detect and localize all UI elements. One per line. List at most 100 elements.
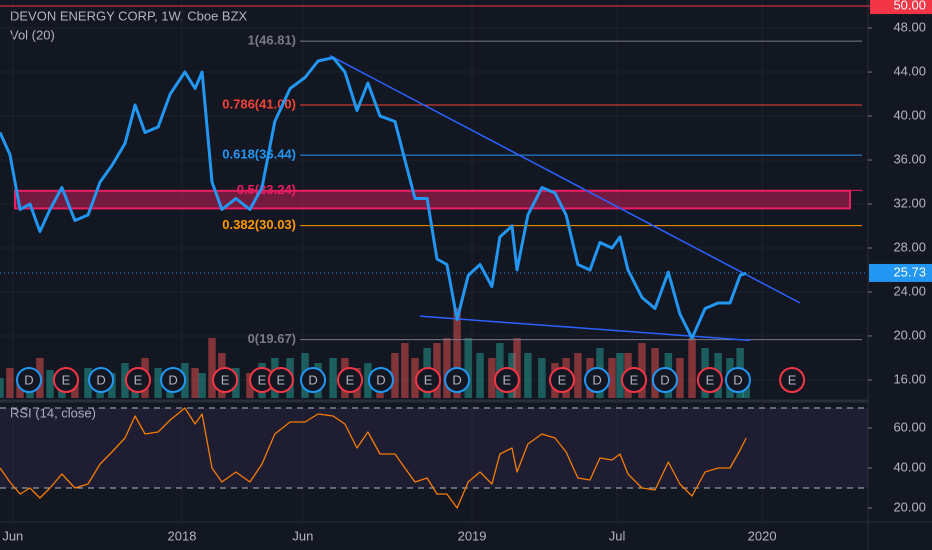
volume-bar [391,353,399,398]
level-badge [870,0,932,15]
event-label: D [660,372,669,387]
event-label: D [452,372,461,387]
volume-bar [154,368,162,398]
event-label: D [592,372,601,387]
event-label: E [558,372,567,387]
zone [14,189,851,210]
event-marker [267,367,294,393]
volume-bar [538,358,546,398]
level-label: 50.00 [893,0,926,12]
y-tick-label: 32.00 [893,195,926,210]
volume-bar [191,368,199,398]
volume-bar [401,343,409,398]
volume-bar [198,373,206,398]
volume-bar [411,358,419,398]
event-marker [724,367,751,393]
event-label: E [706,372,715,387]
volume-bar [524,353,532,398]
event-marker [367,367,394,393]
x-tick-label: Jul [609,528,626,543]
fib-label: 0.5(33.24) [237,182,296,197]
volume-bar [6,368,14,398]
volume-bar [208,338,216,398]
event-marker [125,367,152,393]
event-label: D [96,372,105,387]
volume-bar [476,353,484,398]
y-tick-label: 28.00 [893,239,926,254]
event-marker [16,367,43,393]
event-label: E [134,372,143,387]
volume-bar [608,358,616,398]
volume-bar [453,308,461,398]
fib-label: 0.786(41.00) [222,96,296,111]
y-tick-label: 48.00 [893,19,926,34]
volume-bar [616,353,624,398]
event-marker [779,367,806,393]
event-label: D [308,372,317,387]
event-label: E [62,372,71,387]
y-tick-label: 44.00 [893,63,926,78]
event-marker [584,367,611,393]
volume-bar [121,363,129,398]
volume-bar [433,343,441,398]
trendline [419,315,751,342]
event-label: E [277,372,286,387]
event-label: E [346,372,355,387]
volume-bar [329,358,337,398]
volume-bar [488,358,496,398]
event-label: D [168,372,177,387]
event-marker [548,367,575,393]
x-tick-label: 2018 [168,528,197,543]
event-marker [621,367,648,393]
event-label: E [221,372,230,387]
rsi-title: RSI (14, close) [10,405,96,420]
x-tick-label: Jun [292,528,313,543]
y-tick-label: 40.00 [893,107,926,122]
event-label: E [788,372,797,387]
volume-bar [688,338,696,398]
event-marker [160,367,187,393]
event-marker [52,367,79,393]
price-line [0,407,747,509]
volume-bar [46,370,54,398]
volume-bar [464,338,472,398]
last-price-label: 25.73 [893,264,926,279]
volume-bar [574,353,582,398]
event-label: E [630,372,639,387]
event-marker [300,367,327,393]
y-tick-label: 36.00 [893,151,926,166]
event-label: D [376,372,385,387]
volume-bar [0,378,4,398]
event-marker [493,367,520,393]
y-tick-label: 24.00 [893,283,926,298]
trendline [329,54,801,304]
event-marker [212,367,239,393]
last-price-badge [869,263,932,282]
y-tick-label: 60.00 [893,419,926,434]
volume-bar [364,363,372,398]
volume-bar [513,338,521,398]
event-marker [337,367,364,393]
event-marker [696,367,723,393]
x-tick-label: Jun [2,528,23,543]
y-tick-label: 40.00 [893,459,926,474]
volume-bar [246,373,254,398]
event-label: E [258,372,267,387]
fib-label: 0.382(30.03) [222,217,296,232]
y-tick-label: 16.00 [893,371,926,386]
event-label: E [503,372,512,387]
event-label: D [733,372,742,387]
y-tick-label: 20.00 [893,327,926,342]
event-marker [651,367,678,393]
event-marker [444,367,471,393]
event-marker [88,367,115,393]
chart-title: DEVON ENERGY CORP, 1W, Cboe BZX [10,8,248,23]
price-line [0,56,747,340]
volume-title: Vol (20) [10,27,55,42]
x-tick-label: 2020 [748,528,777,543]
fib-label: 0.618(36.44) [222,147,296,162]
fib-label: 1(46.81) [248,33,296,48]
rsi-band [0,408,868,488]
